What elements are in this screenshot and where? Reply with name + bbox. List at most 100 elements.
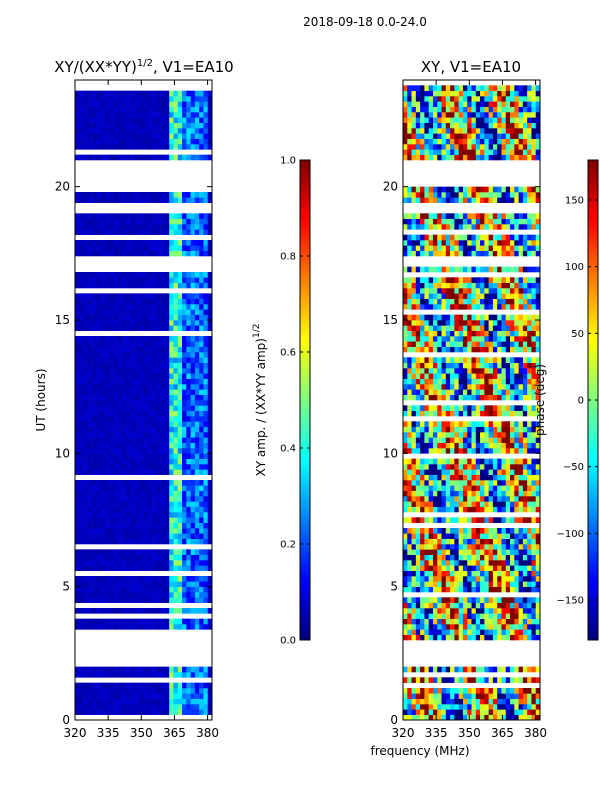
heatmap-cell — [160, 405, 166, 411]
heatmap-cell — [79, 101, 84, 107]
heatmap-cell — [152, 709, 157, 715]
heatmap-cell — [109, 704, 114, 710]
heatmap-cell — [152, 250, 157, 257]
heatmap-cell — [117, 682, 123, 689]
heatmap-cell — [182, 362, 187, 369]
heatmap-cell — [87, 464, 93, 470]
heatmap-cell — [432, 565, 438, 571]
heatmap-cell — [87, 106, 93, 113]
heatmap-cell — [203, 192, 209, 198]
heatmap-cell — [203, 496, 209, 502]
heatmap-cell — [437, 298, 442, 305]
heatmap-cell — [182, 432, 187, 438]
heatmap-cell — [122, 517, 127, 523]
heatmap-cell — [152, 554, 157, 561]
heatmap-cell — [169, 309, 174, 315]
heatmap-cell — [424, 314, 429, 321]
heatmap-cell — [134, 506, 140, 513]
heatmap-cell — [207, 304, 213, 310]
heatmap-cell — [467, 709, 472, 715]
heatmap-cell — [87, 341, 93, 347]
heatmap-cell — [445, 474, 451, 481]
heatmap-cell — [497, 501, 502, 507]
heatmap-cell — [535, 613, 541, 619]
heatmap-cell — [126, 485, 131, 491]
heatmap-cell — [471, 693, 477, 699]
heatmap-cell — [104, 218, 110, 225]
heatmap-cell — [471, 341, 477, 347]
heatmap-cell — [203, 272, 209, 278]
heatmap-cell — [407, 544, 412, 550]
heatmap-cell — [527, 293, 532, 299]
heatmap-cell — [75, 272, 80, 278]
heatmap-cell — [156, 96, 161, 102]
heatmap-cell — [428, 432, 434, 438]
heatmap-cell — [156, 250, 161, 257]
heatmap-cell — [441, 528, 447, 534]
heatmap-cell — [75, 325, 80, 331]
heatmap-cell — [428, 421, 434, 427]
amplitude-title-sup: 1/2 — [137, 58, 153, 69]
heatmap-cell — [407, 298, 412, 305]
heatmap-cell — [79, 218, 84, 225]
heatmap-cell — [522, 576, 528, 582]
heatmap-cell — [147, 298, 153, 305]
heatmap-cell — [164, 554, 170, 561]
heatmap-cell — [113, 272, 119, 278]
heatmap-cell — [117, 224, 123, 230]
heatmap-cell — [79, 693, 84, 699]
heatmap-cell — [194, 496, 200, 502]
heatmap-cell — [199, 229, 204, 235]
heatmap-cell — [505, 314, 511, 321]
heatmap-cell — [432, 634, 438, 641]
heatmap-cell — [424, 368, 429, 374]
heatmap-cell — [458, 394, 464, 401]
heatmap-cell — [514, 336, 519, 342]
heatmap-cell — [428, 517, 434, 523]
heatmap-cell — [182, 378, 187, 385]
heatmap-cell — [186, 538, 191, 545]
heatmap-cell — [109, 192, 114, 198]
heatmap-cell — [164, 597, 170, 603]
heatmap-cell — [186, 304, 191, 310]
heatmap-cell — [194, 154, 200, 161]
heatmap-cell — [79, 394, 84, 401]
heatmap-cell — [207, 389, 213, 395]
heatmap-cell — [450, 666, 455, 673]
heatmap-cell — [441, 304, 447, 310]
heatmap-cell — [190, 373, 196, 379]
heatmap-cell — [437, 357, 442, 363]
heatmap-cell — [147, 469, 153, 475]
heatmap-cell — [100, 133, 106, 139]
heatmap-cell — [122, 496, 127, 502]
heatmap-cell — [96, 378, 101, 385]
heatmap-cell — [450, 378, 455, 385]
heatmap-cell — [207, 597, 213, 603]
heatmap-cell — [190, 522, 196, 529]
heatmap-cell — [122, 245, 127, 251]
heatmap-cell — [445, 432, 451, 438]
heatmap-cell — [424, 704, 429, 710]
heatmap-cell — [407, 405, 412, 411]
heatmap-cell — [445, 677, 451, 683]
heatmap-cell — [92, 378, 97, 385]
heatmap-cell — [199, 106, 204, 113]
heatmap-cell — [432, 298, 438, 305]
heatmap-cell — [531, 624, 537, 630]
heatmap-cell — [471, 410, 477, 417]
heatmap-cell — [475, 304, 481, 310]
heatmap-cell — [83, 250, 89, 257]
heatmap-cell — [152, 608, 157, 614]
heatmap-cell — [83, 314, 89, 321]
heatmap-cell — [139, 453, 144, 459]
heatmap-cell — [510, 341, 515, 347]
heatmap-cell — [527, 432, 532, 438]
heatmap-cell — [143, 240, 149, 246]
heatmap-cell — [160, 693, 166, 699]
heatmap-cell — [122, 442, 127, 449]
heatmap-cell — [100, 192, 106, 198]
heatmap-cell — [501, 608, 507, 614]
heatmap-cell — [96, 533, 101, 539]
heatmap-cell — [458, 330, 464, 337]
heatmap-cell — [535, 341, 541, 347]
